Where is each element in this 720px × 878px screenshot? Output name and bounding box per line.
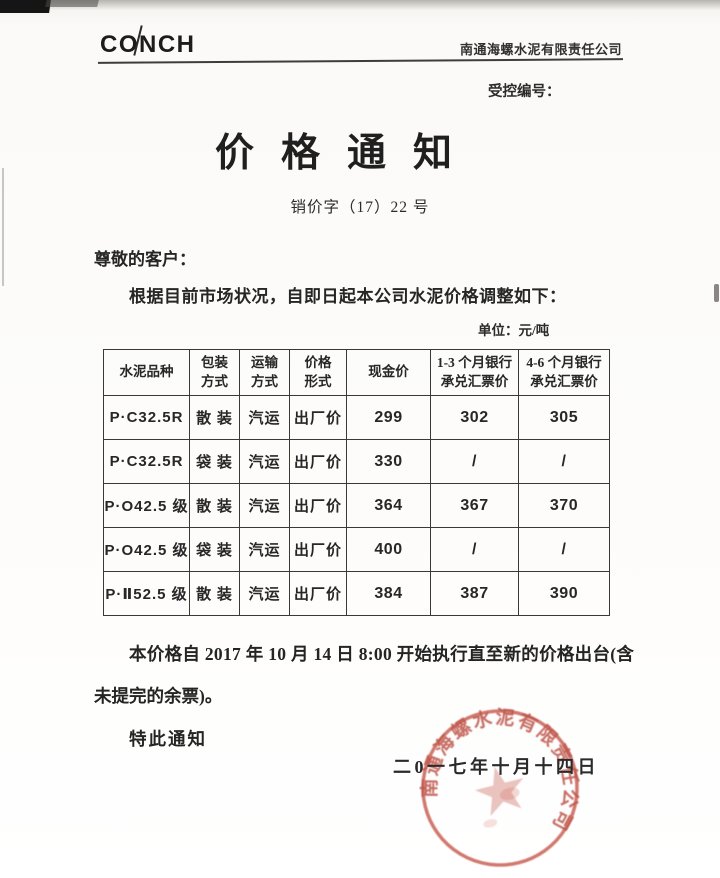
table-cell: 袋 装 — [189, 527, 240, 572]
seal-star-icon — [474, 766, 524, 817]
column-header: 运输 方式 — [239, 349, 290, 396]
effective-date-paragraph-line2: 未提完的余票)。 — [94, 686, 223, 706]
table-cell: 出厂价 — [289, 439, 347, 484]
table-cell: P·O42.5 级 — [103, 483, 190, 528]
unit-label: 单位：元/吨 — [478, 323, 550, 338]
table-cell: 305 — [518, 395, 610, 440]
table-cell: 387 — [430, 571, 519, 616]
document-date: 二0一七年十月十四日 — [393, 757, 599, 777]
table-cell: 出厂价 — [289, 483, 347, 528]
table-cell: 367 — [430, 483, 519, 528]
table-cell: 袋 装 — [189, 439, 240, 484]
table-cell: / — [518, 527, 610, 572]
table-cell: 370 — [518, 483, 610, 528]
table-cell: P·C32.5R — [103, 439, 190, 484]
seal-ink-smudge — [499, 787, 520, 801]
letterhead-rule — [97, 58, 624, 64]
table-row: P·C32.5R 袋 装汽运 出厂价 330// — [103, 439, 610, 484]
scan-artifact-top-band — [0, 0, 720, 10]
table-cell: P·C32.5R — [103, 395, 190, 440]
table-cell: 390 — [518, 571, 610, 616]
table-cell: 400 — [346, 527, 431, 572]
page-title: 价格通知 — [214, 132, 479, 175]
table-cell: 出厂价 — [289, 527, 347, 572]
conch-logo: CONCH — [100, 31, 196, 58]
column-header: 4-6 个月银行 承兑汇票价 — [518, 349, 610, 396]
column-header: 现金价 — [346, 349, 431, 396]
column-header: 水泥品种 — [103, 349, 190, 396]
seal-ring — [421, 709, 579, 867]
notice-text: 特此通知 — [129, 729, 207, 749]
table-cell: 汽运 — [239, 439, 290, 484]
table-cell: 出厂价 — [289, 571, 347, 616]
table-cell: 汽运 — [239, 483, 290, 528]
table-row: P·C32.5R 散 装汽运 出厂价 299 302 305 — [103, 395, 610, 440]
price-table-body: P·C32.5R 散 装汽运 出厂价 299 302 305 P·C32.5R 袋 装汽运 出厂… — [103, 395, 610, 616]
greeting: 尊敬的客户： — [94, 250, 196, 269]
table-cell: / — [430, 527, 519, 572]
document-number: 销价字（17）22 号 — [290, 199, 430, 216]
company-seal-stamp: 南通海螺水泥有限责任公司 — [402, 689, 595, 867]
table-cell: 384 — [346, 571, 431, 616]
table-row: P·Ⅱ52.5 级散 装汽运 出厂价 384 387 390 — [103, 571, 610, 616]
table-row: P·O42.5 级袋 装汽运 出厂价 400// — [103, 527, 610, 572]
company-name: 南通海螺水泥有限责任公司 — [459, 42, 622, 57]
table-cell: 散 装 — [189, 395, 240, 440]
table-cell: 散 装 — [189, 483, 240, 528]
table-cell: 364 — [346, 483, 431, 528]
controlled-number-label: 受控编号： — [488, 84, 561, 100]
table-cell: P·O42.5 级 — [103, 527, 190, 572]
price-table: 水泥品种 包装 方式 运输 方式 价格 形式 现金价 1-3 个月银行 承兑汇票价 4-6 … — [103, 349, 610, 616]
price-table-head-row: 水泥品种 包装 方式 运输 方式 价格 形式 现金价 1-3 个月银行 承兑汇票价 4-6 … — [103, 349, 610, 396]
table-cell: 出厂价 — [289, 395, 347, 440]
scan-artifact-corner-smudge — [45, 0, 99, 7]
seal-ink-smudge2 — [483, 819, 498, 828]
scan-artifact-left-line — [2, 168, 4, 286]
column-header: 包装 方式 — [189, 349, 240, 396]
scan-artifact-right-mark — [714, 284, 719, 302]
effective-date-paragraph-line1: 本价格自 2017 年 10 月 14 日 8:00 开始执行直至新的价格出台(… — [129, 644, 635, 664]
table-cell: 302 — [430, 395, 519, 440]
table-cell: 汽运 — [239, 395, 290, 440]
table-cell: P·Ⅱ52.5 级 — [103, 571, 190, 616]
table-cell: 散 装 — [189, 571, 240, 616]
column-header: 1-3 个月银行 承兑汇票价 — [430, 349, 519, 396]
table-cell: 汽运 — [239, 527, 290, 572]
table-cell: / — [518, 439, 610, 484]
table-cell: 330 — [346, 439, 431, 484]
table-cell: 汽运 — [239, 571, 290, 616]
table-cell: / — [430, 439, 519, 484]
column-header: 价格 形式 — [289, 349, 347, 396]
scan-artifact-corner — [0, 0, 51, 13]
table-row: P·O42.5 级散 装汽运 出厂价 364 367 370 — [103, 483, 610, 528]
intro-paragraph: 根据目前市场状况，自即日起本公司水泥价格调整如下： — [129, 287, 567, 306]
table-cell: 299 — [346, 395, 431, 440]
